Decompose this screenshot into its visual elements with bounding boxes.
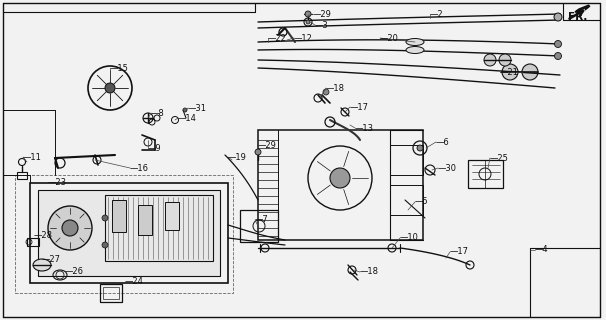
Text: —2: —2 [430,10,444,19]
Text: —22: —22 [268,34,287,43]
Text: —7: —7 [255,215,268,225]
Bar [15,175,233,293]
Text: —19: —19 [228,153,247,162]
Text: —29: —29 [258,140,277,149]
Bar [165,202,179,230]
Text: —21: —21 [500,68,519,76]
Text: —12: —12 [294,34,313,43]
Bar [138,205,152,235]
Text: —18: —18 [326,84,345,92]
Text: —11: —11 [23,153,42,162]
Text: —4: —4 [535,245,548,254]
Text: —8: —8 [151,108,165,117]
Circle shape [255,149,261,155]
Text: —28: —28 [34,230,53,239]
Circle shape [183,108,187,112]
Bar [390,145,423,175]
Circle shape [484,54,496,66]
Bar [258,130,423,240]
Circle shape [502,64,518,80]
Bar [468,160,503,188]
Bar [100,284,122,302]
Bar [30,183,228,283]
Circle shape [522,64,538,80]
Text: —14: —14 [178,114,197,123]
Circle shape [499,54,511,66]
Text: —13: —13 [355,124,374,132]
Text: —16: —16 [130,164,149,172]
Text: —10: —10 [400,234,419,243]
Ellipse shape [406,38,424,45]
Text: —29: —29 [313,10,332,19]
Text: —3: —3 [315,20,328,29]
Circle shape [102,215,108,221]
Circle shape [554,13,562,21]
Bar [240,210,278,242]
Circle shape [323,89,329,95]
Text: —26: —26 [65,268,84,276]
Circle shape [554,52,562,60]
Bar [112,200,126,232]
Text: —9: —9 [148,143,162,153]
Text: —25: —25 [490,154,509,163]
Text: —20: —20 [380,34,399,43]
Bar [390,185,423,215]
Text: FR.: FR. [568,12,587,22]
Circle shape [330,168,350,188]
Circle shape [105,83,115,93]
Text: —17: —17 [350,102,369,111]
Bar [27,238,39,246]
Circle shape [305,11,311,17]
Text: —18: —18 [360,268,379,276]
Text: —23: —23 [48,178,67,187]
Text: —31: —31 [188,103,207,113]
Bar [105,195,213,261]
Ellipse shape [33,259,51,271]
Text: —30: —30 [438,164,457,172]
Bar [103,287,119,299]
Circle shape [62,220,78,236]
Circle shape [306,20,310,24]
Circle shape [48,206,92,250]
Text: —5: —5 [415,197,428,206]
Circle shape [554,41,562,47]
Text: —17: —17 [450,247,469,257]
Bar [17,172,27,179]
Polygon shape [575,5,590,12]
Bar [38,190,220,276]
Text: —6: —6 [436,138,450,147]
Text: —27: —27 [42,255,61,265]
Circle shape [102,242,108,248]
Circle shape [417,145,423,151]
Text: —15: —15 [110,63,129,73]
Ellipse shape [406,46,424,53]
Text: —24: —24 [125,277,144,286]
